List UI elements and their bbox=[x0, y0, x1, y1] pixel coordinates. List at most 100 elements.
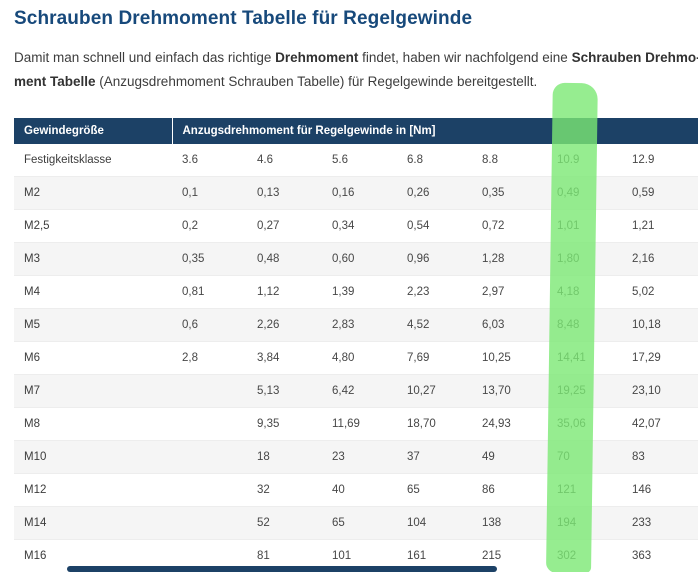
value-cell: 6.8 bbox=[397, 144, 472, 177]
value-cell: 0,6 bbox=[172, 308, 247, 342]
value-cell: 49 bbox=[472, 440, 547, 474]
value-cell: 121 bbox=[547, 473, 622, 507]
intro-paragraph: Damit man schnell und einfach das richti… bbox=[14, 46, 698, 94]
row-label-cell: M3 bbox=[14, 242, 172, 276]
value-cell: 0,54 bbox=[397, 209, 472, 243]
torque-table-container: Gewindegröße Anzugsdrehmoment für Regelg… bbox=[14, 118, 698, 572]
table-row: M12 32 40 65 86 121 146 bbox=[14, 473, 698, 507]
value-cell: 3.6 bbox=[172, 144, 247, 177]
horizontal-scrollbar-thumb[interactable] bbox=[67, 566, 497, 572]
strength-class-row: Festigkeitsklasse 3.6 4.6 5.6 6.8 8.8 10.9 12.9 bbox=[14, 144, 698, 177]
value-cell: 10,18 bbox=[622, 308, 698, 342]
intro-bold-text: Schrauben Drehmo- bbox=[571, 50, 698, 65]
intro-bold-text: Drehmoment bbox=[275, 50, 359, 65]
value-cell: 2,16 bbox=[622, 242, 698, 276]
value-cell: 0,34 bbox=[322, 209, 397, 243]
value-cell: 0,16 bbox=[322, 176, 397, 210]
value-cell: 19,25 bbox=[547, 374, 622, 408]
value-cell: 0,27 bbox=[247, 209, 322, 243]
value-cell: 2,83 bbox=[322, 308, 397, 342]
row-label-cell: M4 bbox=[14, 275, 172, 309]
table-row: M3 0,35 0,48 0,60 0,96 1,28 1,80 2,16 bbox=[14, 242, 698, 276]
value-cell: 138 bbox=[472, 506, 547, 540]
column-header-gewindegroesse: Gewindegröße bbox=[14, 118, 172, 144]
intro-text: Damit man schnell und einfach das richti… bbox=[14, 50, 276, 65]
value-cell: 37 bbox=[397, 440, 472, 474]
value-cell: 146 bbox=[622, 473, 698, 507]
value-cell: 0,35 bbox=[472, 176, 547, 210]
value-cell: 23,10 bbox=[622, 374, 698, 408]
column-header-anzugsdrehmoment: Anzugsdrehmoment für Regelgewinde in [Nm… bbox=[171, 118, 698, 144]
value-cell: 10,25 bbox=[472, 341, 547, 375]
table-body: Festigkeitsklasse 3.6 4.6 5.6 6.8 8.8 10.9 12.9… bbox=[14, 144, 698, 572]
value-cell: 10,27 bbox=[397, 374, 472, 408]
intro-bold-text: ment Tabelle bbox=[14, 74, 96, 89]
row-label-cell: M8 bbox=[14, 407, 172, 441]
value-cell: 0,1 bbox=[172, 176, 247, 210]
value-cell: 0,59 bbox=[622, 176, 698, 210]
row-label-cell: M6 bbox=[14, 341, 172, 375]
table-row: M10 18 23 37 49 70 83 bbox=[14, 440, 698, 474]
value-cell: 4.6 bbox=[247, 144, 322, 177]
value-cell: 0,72 bbox=[472, 209, 547, 243]
value-cell: 65 bbox=[397, 473, 472, 507]
value-cell bbox=[172, 440, 247, 474]
row-label-cell: M5 bbox=[14, 308, 172, 342]
value-cell: 1,39 bbox=[322, 275, 397, 309]
value-cell: 0,26 bbox=[397, 176, 472, 210]
value-cell: 6,03 bbox=[472, 308, 547, 342]
value-cell: 8,48 bbox=[547, 308, 622, 342]
row-label-cell: M7 bbox=[14, 374, 172, 408]
value-cell: 13,70 bbox=[472, 374, 547, 408]
value-cell: 5,13 bbox=[247, 374, 322, 408]
value-cell: 0,96 bbox=[397, 242, 472, 276]
value-cell bbox=[172, 407, 247, 441]
table-row: M2,5 0,2 0,27 0,34 0,54 0,72 1,01 1,21 bbox=[14, 209, 698, 243]
table-row: M6 2,8 3,84 4,80 7,69 10,25 14,41 17,29 bbox=[14, 341, 698, 375]
value-cell: 0,35 bbox=[172, 242, 247, 276]
value-cell: 1,21 bbox=[622, 209, 698, 243]
table-row: M5 0,6 2,26 2,83 4,52 6,03 8,48 10,18 bbox=[14, 308, 698, 342]
row-label-cell: M10 bbox=[14, 440, 172, 474]
value-cell: 2,8 bbox=[172, 341, 247, 375]
table-row: M4 0,81 1,12 1,39 2,23 2,97 4,18 5,02 bbox=[14, 275, 698, 309]
value-cell: 83 bbox=[622, 440, 698, 474]
value-cell: 65 bbox=[322, 506, 397, 540]
value-cell: 2,23 bbox=[397, 275, 472, 309]
value-cell: 1,12 bbox=[247, 275, 322, 309]
page-title: Schrauben Drehmoment Tabelle für Regelge… bbox=[14, 8, 473, 29]
value-cell: 1,80 bbox=[547, 242, 622, 276]
value-cell: 23 bbox=[322, 440, 397, 474]
table-row: M8 9,35 11,69 18,70 24,93 35,06 42,07 bbox=[14, 407, 698, 441]
value-cell: 0,2 bbox=[172, 209, 247, 243]
value-cell: 4,52 bbox=[397, 308, 472, 342]
value-cell: 6,42 bbox=[322, 374, 397, 408]
value-cell: 0,60 bbox=[322, 242, 397, 276]
row-label-cell: M14 bbox=[14, 506, 172, 540]
value-cell bbox=[172, 473, 247, 507]
torque-table: Gewindegröße Anzugsdrehmoment für Regelg… bbox=[14, 118, 698, 572]
value-cell: 8.8 bbox=[472, 144, 547, 177]
value-cell: 1,01 bbox=[547, 209, 622, 243]
value-cell: 35,06 bbox=[547, 407, 622, 441]
intro-text: (Anzugsdrehmoment Schrauben Tabelle) für… bbox=[95, 74, 538, 89]
value-cell: 194 bbox=[547, 506, 622, 540]
value-cell: 233 bbox=[622, 506, 698, 540]
value-cell: 40 bbox=[322, 473, 397, 507]
value-cell: 18,70 bbox=[397, 407, 472, 441]
value-cell: 302 bbox=[547, 539, 622, 572]
value-cell: 363 bbox=[622, 539, 698, 572]
value-cell: 3,84 bbox=[247, 341, 322, 375]
value-cell: 5.6 bbox=[322, 144, 397, 177]
value-cell: 4,18 bbox=[547, 275, 622, 309]
value-cell: 42,07 bbox=[622, 407, 698, 441]
value-cell: 12.9 bbox=[622, 144, 698, 177]
value-cell: 0,48 bbox=[247, 242, 322, 276]
value-cell: 0,49 bbox=[547, 176, 622, 210]
value-cell: 17,29 bbox=[622, 341, 698, 375]
value-cell: 24,93 bbox=[472, 407, 547, 441]
row-label-cell: Festigkeitsklasse bbox=[14, 144, 172, 177]
value-cell: 32 bbox=[247, 473, 322, 507]
value-cell bbox=[172, 506, 247, 540]
